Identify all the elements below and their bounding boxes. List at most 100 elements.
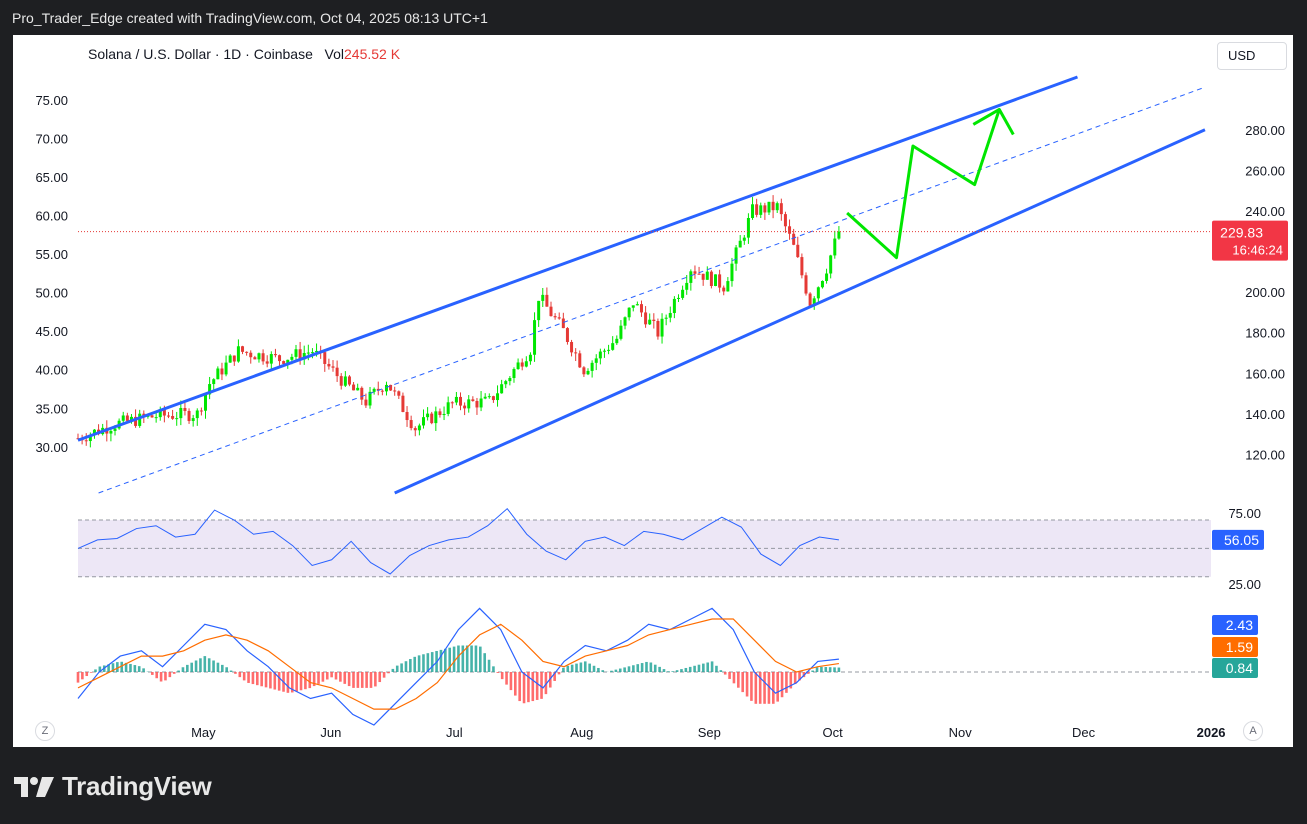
macd-histogram-bar — [820, 666, 823, 672]
candle-body — [755, 204, 759, 215]
macd-histogram-bar — [833, 667, 836, 672]
macd-histogram-bar — [225, 667, 228, 672]
candle-body — [368, 391, 372, 406]
macd-histogram-bar — [583, 661, 587, 672]
candle-body — [84, 440, 88, 442]
chart-panel[interactable]: 75.00 70.00 65.00 60.00 55.00 50.00 45.00 40.00… — [13, 35, 1293, 747]
candle-body — [183, 408, 187, 411]
x-axis-tick: Aug — [570, 725, 593, 740]
macd-histogram-bar — [640, 663, 644, 672]
macd-histogram-bar — [116, 662, 119, 672]
candle-body — [660, 318, 664, 337]
macd-histogram-bar — [505, 672, 508, 685]
macd-histogram-bar — [675, 670, 679, 672]
candle-body — [767, 201, 771, 213]
macd-histogram-bar — [754, 672, 758, 704]
macd-histogram-bar — [719, 670, 723, 672]
candle-body — [520, 362, 524, 367]
candle-body — [541, 294, 545, 301]
candle-body — [722, 287, 726, 292]
symbol-label[interactable]: Solana / U.S. Dollar · 1D · Coinbase — [88, 46, 313, 62]
candle-body — [574, 352, 578, 354]
candle-body — [257, 353, 261, 360]
candle-body — [421, 417, 425, 426]
candle-body — [109, 430, 113, 434]
candle-body — [450, 402, 454, 404]
zoom-button[interactable]: Z — [35, 721, 55, 741]
macd-histogram-bar — [566, 665, 570, 672]
candle-body — [635, 304, 639, 306]
macd-histogram-bar — [400, 663, 403, 672]
candle-body — [413, 428, 417, 431]
macd-histogram-bar — [671, 671, 675, 672]
macd-histogram-bar — [828, 667, 832, 672]
macd-histogram-bar — [798, 672, 801, 681]
rsi-axis-tick: 25.00 — [1228, 577, 1261, 592]
chart-canvas[interactable]: 75.00 70.00 65.00 60.00 55.00 50.00 45.00 40.00… — [13, 35, 1293, 747]
candle-body — [804, 275, 808, 294]
macd-histogram-bar — [325, 672, 329, 680]
candle-body — [417, 425, 421, 431]
macd-histogram-bar — [483, 653, 486, 672]
candle-body — [405, 411, 409, 421]
macd-histogram-bar — [758, 672, 762, 704]
candle-body — [570, 341, 574, 353]
candle-body — [602, 350, 606, 352]
right-axis-tick: 280.00 — [1245, 123, 1285, 138]
macd-histogram-bar — [308, 672, 312, 689]
candle-body — [524, 361, 528, 367]
macd-histogram-bar — [151, 672, 154, 675]
x-axis-tick: Jun — [320, 725, 341, 740]
candle-body — [516, 362, 520, 370]
macd-histogram-bar — [365, 672, 368, 688]
candle-body — [537, 300, 541, 321]
macd-signal-label: 1.59 — [1226, 639, 1253, 655]
candle-body — [639, 304, 643, 313]
macd-histogram-bar — [522, 672, 526, 704]
macd-histogram-bar — [688, 666, 692, 672]
candle-body — [672, 298, 676, 314]
candle-body — [734, 247, 738, 264]
candle-body — [533, 320, 537, 355]
macd-histogram-bar — [251, 672, 255, 685]
right-axis-tick: 180.00 — [1245, 326, 1285, 341]
candle-body — [656, 320, 660, 337]
macd-histogram-bar — [457, 645, 460, 672]
candle-body — [187, 410, 191, 422]
macd-histogram-bar — [312, 672, 316, 687]
candle-body — [397, 391, 401, 396]
macd-histogram-bar — [378, 672, 382, 683]
tradingview-wordmark: TradingView — [62, 771, 212, 801]
macd-histogram-bar — [465, 645, 469, 672]
candle-body — [837, 231, 841, 239]
candle-body — [586, 370, 590, 375]
auto-scale-button[interactable]: A — [1243, 721, 1263, 741]
macd-histogram-bar — [527, 672, 530, 703]
candle-body — [689, 271, 693, 283]
macd-histogram-bar — [636, 664, 640, 672]
candle-body — [335, 367, 339, 377]
macd-histogram-bar — [391, 668, 395, 672]
macd-histogram-bar — [601, 670, 605, 672]
candle-body — [426, 413, 430, 418]
macd-histogram-bar — [137, 666, 141, 672]
macd-histogram-bar — [461, 645, 465, 672]
candle-body — [134, 416, 138, 426]
macd-histogram-bar — [479, 646, 482, 672]
currency-selector[interactable]: USD — [1217, 42, 1287, 70]
macd-histogram-bar — [785, 672, 788, 693]
candle-body — [438, 411, 442, 416]
macd-histogram-bar — [837, 667, 841, 672]
candle-body — [442, 413, 446, 416]
macd-pane: 2.43 1.59 0.84 — [76, 607, 1258, 726]
candle-body — [384, 384, 388, 392]
macd-histogram-bar — [715, 665, 718, 672]
macd-histogram-bar — [168, 672, 172, 678]
macd-histogram-bar — [216, 662, 220, 672]
candle-body — [261, 353, 265, 362]
candle-body — [685, 282, 689, 290]
candle-body — [228, 355, 232, 363]
macd-histogram-bar — [277, 672, 281, 691]
macd-histogram-bar — [382, 672, 386, 678]
left-axis-tick: 75.00 — [35, 93, 68, 108]
